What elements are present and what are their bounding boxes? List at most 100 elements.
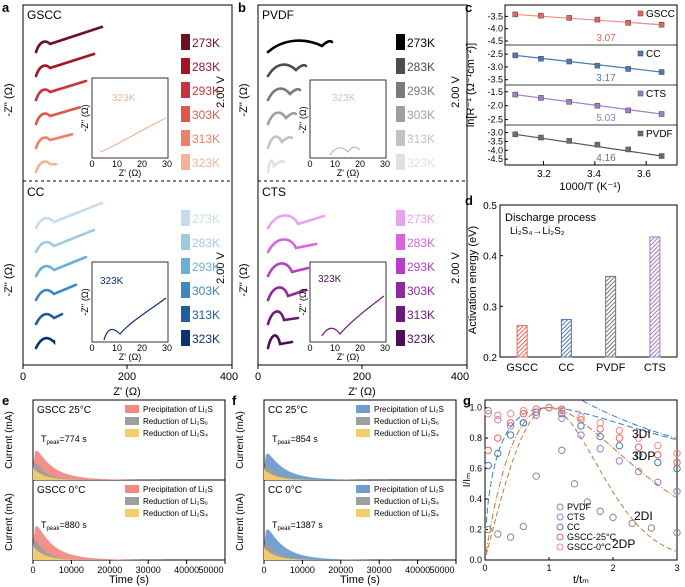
c-point-PVDF — [594, 141, 601, 148]
panel-d-activation-energy: Activation energy (eV) Discharge process… — [467, 201, 678, 374]
a-voltage-bottom: 2.00 V — [215, 251, 227, 283]
nyquist-curve-PVDF-273K — [266, 39, 334, 54]
transient-area-GSCC 0°C-2 — [33, 546, 225, 560]
c-point-GSCC — [625, 20, 631, 26]
g-legend-marker-GSCC-25°C — [556, 533, 564, 541]
c-arrhenius-subplots: -3.5-4.0-4.5GSCC3.07-2.5-3.0-3.5CC3.17-1… — [487, 9, 677, 165]
c-legend-swatch-CC — [637, 50, 644, 57]
b-group-label-cts: CTS — [262, 185, 286, 199]
a-inset-bottom-ylabel: -Z'' (Ω) — [80, 288, 90, 315]
e-ylabel-bottom: Current (mA) — [4, 493, 15, 551]
panel-c-arrhenius: -3.5-4.0-4.5GSCC3.07-2.5-3.0-3.5CC3.17-1… — [465, 4, 678, 193]
g-ytick-label: 0.2 — [469, 525, 482, 535]
g-point-CTS — [577, 431, 585, 439]
tpeak-subscript: peak — [47, 526, 61, 532]
nyquist-curve-CTS-313K — [266, 310, 300, 326]
g-point-PVDF — [583, 498, 592, 506]
g-point-GSCC-0°C — [673, 449, 681, 458]
c-legend-label-PVDF: PVDF — [646, 129, 673, 140]
a-inset-top-xlabel: Z' (Ω) — [119, 168, 141, 178]
legend-swatch-CC-323K — [181, 330, 190, 346]
g-point-CC — [577, 422, 585, 430]
b-inset-top-xlabel: Z' (Ω) — [337, 168, 359, 178]
legend-temp-PVDF-323K: 323K — [407, 156, 435, 170]
nyquist-curve-CC-303K — [34, 283, 78, 302]
g-point-GSCC-25°C — [615, 434, 624, 442]
transient-label-GSCC 25°C: GSCC 25°C — [37, 405, 91, 416]
nyquist-curve-GSCC-313K — [34, 133, 74, 150]
legend-swatch-GSCC-313K — [181, 130, 190, 146]
g-point-PVDF — [596, 507, 604, 515]
c-point-GSCC — [512, 11, 519, 18]
transient-xtick-label: 0 — [30, 565, 35, 575]
nyquist-curve-CTS-323K — [266, 334, 294, 350]
c-ytick-label: -3.0 — [487, 128, 503, 138]
b-inset-bottom — [309, 261, 387, 343]
g-legend-marker-CTS — [556, 513, 564, 521]
g-point-GSCC-25°C — [596, 425, 604, 433]
c-xtick-0: 3.2 — [537, 169, 551, 180]
g-point-PVDF — [558, 446, 566, 454]
transient-xtick-label: 30000 — [136, 565, 161, 575]
c-ytick-label: -4.0 — [487, 24, 503, 34]
c-slope-GSCC: 3.07 — [596, 33, 616, 44]
tpeak-value: =1387 s — [291, 520, 324, 530]
c-ytick-label: -3.0 — [487, 62, 503, 72]
b-voltage-bottom: 2.00 V — [450, 251, 462, 283]
transient-tpeak-GSCC 25°C: Tpeak=774 s — [41, 434, 87, 446]
tpeak-value: =880 s — [60, 520, 88, 530]
d-bars: GSCC CC PVDF CTS — [506, 236, 666, 374]
legend-swatch-PVDF-313K — [396, 130, 405, 146]
g-model-2di: 2DI — [634, 509, 653, 523]
b-inset-top-xt0: 0 — [307, 159, 312, 169]
g-point-CTS — [654, 478, 662, 486]
b-inset-top-xt3: 30 — [380, 159, 390, 169]
legend-temp-CC-273K: 273K — [192, 212, 220, 226]
legend-swatch-GSCC-273K — [181, 34, 190, 50]
d-y-axis: 0.2 0.3 0.4 0.5 — [483, 201, 503, 364]
b-inset-top-ylabel: -Z'' (Ω) — [298, 106, 308, 133]
a-inset-bottom-xt3: 30 — [162, 343, 172, 353]
g-point-GSCC-0°C — [577, 413, 585, 421]
transient-legend-swatch-0 — [125, 405, 139, 413]
d-xtick-CTS: CTS — [644, 362, 666, 374]
legend-swatch-PVDF-273K — [396, 34, 405, 50]
a-inset-bottom-xt2: 20 — [137, 343, 147, 353]
g-model-curve-3DI — [485, 407, 676, 523]
legend-temp-PVDF-273K: 273K — [407, 36, 435, 50]
c-legend-swatch-PVDF — [637, 130, 644, 137]
g-legend-marker-CC — [556, 523, 564, 531]
legend-temp-CC-303K: 303K — [192, 284, 220, 298]
panel-a-nyquist: 0 200 400 Z' (Ω) -Z'' (Ω) -Z'' (Ω) GSCC … — [3, 4, 238, 398]
c-point-CTS — [538, 95, 544, 101]
c-point-GSCC — [566, 15, 572, 21]
b-inset-top — [309, 79, 387, 159]
g-legend-marker-GSCC-0°C — [556, 543, 564, 551]
g-ylabel: I/Iₘ — [462, 473, 473, 488]
d-bar-CTS — [649, 236, 661, 358]
c-ytick-label: -3.5 — [487, 11, 503, 21]
c-point-CTS — [594, 102, 601, 109]
nyquist-curve-CC-273K — [34, 201, 104, 230]
tpeak-subscript: peak — [47, 440, 61, 446]
c-ytick-label: -3.5 — [487, 75, 503, 85]
transient-legend-swatch-1 — [356, 497, 370, 505]
g-model-curve-2DI — [485, 407, 676, 556]
legend-swatch-CTS-303K — [396, 282, 405, 298]
legend-temp-GSCC-273K: 273K — [192, 36, 220, 50]
c-xtick-2: 3.6 — [637, 169, 651, 180]
transient-legend-label-2: Reduction of Li₂S₄ — [143, 429, 208, 438]
tpeak-symbol: T — [41, 520, 47, 530]
transient-xtick-label: 10000 — [59, 565, 84, 575]
g-point-CTS — [615, 457, 624, 465]
transient-tpeak-CC 25°C: Tpeak=854 s — [272, 434, 318, 446]
a-inset-top — [91, 77, 169, 159]
panel-label-f: f — [232, 393, 237, 408]
nyquist-curve-PVDF-303K — [266, 111, 298, 126]
a-inset-top-xt3: 30 — [162, 159, 172, 169]
g-point-PVDF — [484, 525, 492, 534]
a-impedance-curves — [34, 25, 104, 350]
transient-xtick-label: 10000 — [290, 565, 315, 575]
